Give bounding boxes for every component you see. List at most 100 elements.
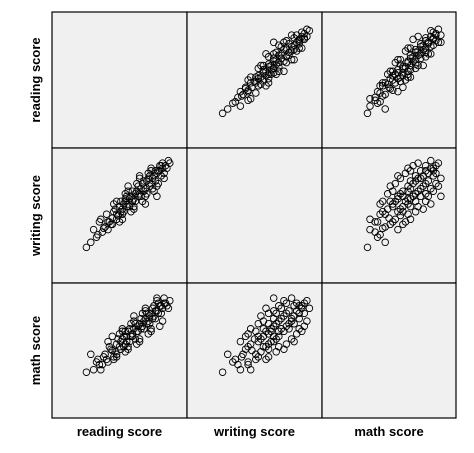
data-point (290, 337, 298, 346)
data-point (104, 225, 112, 234)
column-label-writing-score: writing score (213, 424, 295, 439)
data-point (376, 200, 384, 208)
data-point (290, 319, 298, 328)
data-point (404, 70, 412, 78)
data-point (257, 80, 265, 89)
data-point (241, 83, 250, 92)
data-point (236, 102, 245, 110)
data-point (287, 294, 296, 302)
data-point (218, 368, 227, 376)
data-point (399, 63, 407, 71)
data-point (287, 31, 296, 39)
data-point (264, 60, 273, 68)
data-point (97, 365, 105, 374)
data-point (264, 74, 273, 83)
data-point (386, 197, 395, 206)
data-point (378, 79, 387, 87)
data-point (427, 184, 435, 193)
data-point (404, 164, 412, 172)
data-point (259, 61, 268, 70)
data-point (376, 89, 384, 97)
data-point (104, 337, 112, 346)
data-point (141, 307, 150, 315)
data-point (112, 340, 121, 348)
data-point (153, 192, 161, 201)
data-point (298, 302, 306, 310)
data-point (419, 182, 427, 190)
data-point (252, 355, 260, 364)
data-point (254, 337, 263, 346)
data-point (376, 210, 384, 218)
panel-writing-score-vs-writing-score (186, 147, 323, 284)
data-point (285, 325, 293, 333)
data-point (257, 348, 265, 356)
data-point (416, 184, 425, 193)
data-point (287, 335, 296, 343)
data-point (394, 69, 402, 77)
data-point (295, 40, 303, 48)
data-point (130, 312, 138, 320)
data-point (363, 243, 372, 252)
data-point (160, 299, 168, 307)
data-point (434, 38, 443, 47)
data-point (229, 99, 237, 107)
panel-frame (51, 282, 188, 419)
data-point (394, 207, 402, 216)
data-point (87, 238, 95, 247)
data-point (383, 205, 392, 213)
data-point (389, 218, 397, 226)
data-point (394, 172, 402, 180)
data-point (124, 342, 132, 351)
data-point (378, 224, 387, 233)
data-point (421, 161, 430, 170)
data-point (267, 327, 275, 336)
data-point (429, 187, 438, 195)
panel-reading-score-vs-writing-score (186, 11, 323, 149)
data-point (89, 365, 98, 374)
data-point (105, 342, 114, 351)
data-point (429, 172, 438, 180)
data-point (303, 32, 311, 41)
data-point (277, 325, 286, 333)
data-point (124, 345, 132, 353)
data-point (82, 368, 91, 376)
data-point (406, 215, 415, 224)
data-point (244, 342, 252, 351)
data-point (147, 167, 155, 175)
data-point (252, 73, 260, 81)
data-point (414, 32, 422, 41)
data-point (264, 345, 273, 353)
data-point (135, 337, 144, 346)
data-point (264, 330, 273, 338)
data-point (137, 314, 145, 323)
data-point (160, 174, 168, 183)
data-point (141, 192, 150, 201)
data-point (130, 202, 138, 211)
data-point (111, 205, 119, 213)
data-point (267, 70, 275, 78)
data-point (416, 40, 425, 48)
data-point (87, 350, 95, 359)
data-point (246, 365, 255, 374)
data-point (373, 233, 382, 241)
data-point (89, 225, 98, 234)
data-point (366, 225, 374, 234)
data-point (275, 332, 283, 341)
data-point (257, 61, 265, 70)
data-point (121, 195, 130, 203)
data-point (295, 325, 303, 333)
data-point (406, 177, 415, 185)
data-point (272, 309, 280, 318)
data-point (414, 159, 422, 167)
data-point (262, 342, 270, 351)
data-point (391, 215, 400, 224)
data-point (282, 309, 291, 318)
data-point (241, 345, 250, 353)
data-point (419, 205, 427, 213)
data-point (125, 202, 134, 211)
data-point (140, 325, 148, 333)
data-point (236, 87, 245, 96)
data-point (280, 38, 288, 47)
data-point (434, 159, 443, 167)
